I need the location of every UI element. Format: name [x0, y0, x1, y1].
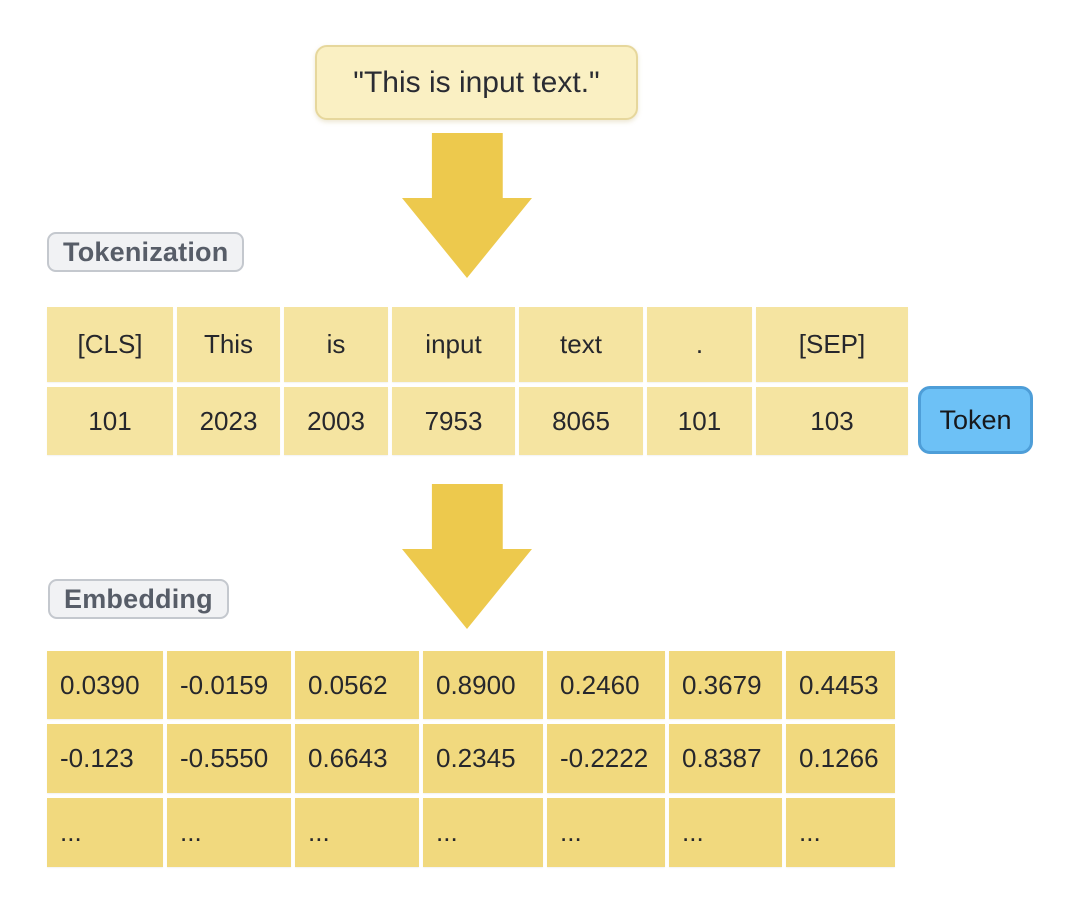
embedding-cell: 0.8900	[423, 651, 543, 719]
token-id-cell: 101	[647, 387, 752, 455]
embedding-cell: 0.1266	[786, 724, 895, 793]
embedding-ellipsis-cell: ...	[423, 798, 543, 867]
token-text-cell: is	[284, 307, 388, 382]
embedding-ellipsis-cell: ...	[547, 798, 665, 867]
down-arrow-icon	[402, 133, 532, 278]
embedding-cell: -0.123	[47, 724, 163, 793]
token-id-cell: 103	[756, 387, 908, 455]
embedding-table: 0.0390 -0.0159 0.0562 0.8900 0.2460 0.36…	[47, 651, 895, 867]
embedding-ellipsis-cell: ...	[295, 798, 419, 867]
embedding-ellipsis-cell: ...	[669, 798, 782, 867]
token-text-cell: input	[392, 307, 515, 382]
embedding-cell: 0.6643	[295, 724, 419, 793]
tokenization-label-text: Tokenization	[63, 236, 229, 267]
token-id-cell: 2023	[177, 387, 280, 455]
token-text-cell: This	[177, 307, 280, 382]
input-text-box: "This is input text."	[315, 45, 638, 120]
tokenization-table: [CLS] This is input text . [SEP] 101 202…	[47, 307, 908, 455]
token-badge-label: Token	[939, 404, 1012, 435]
embedding-cell: 0.3679	[669, 651, 782, 719]
embedding-cell: -0.2222	[547, 724, 665, 793]
tokenization-label: Tokenization	[47, 232, 245, 272]
embedding-label-text: Embedding	[64, 583, 213, 614]
token-text-cell: text	[519, 307, 643, 382]
embedding-cell: -0.5550	[167, 724, 291, 793]
embedding-ellipsis-cell: ...	[167, 798, 291, 867]
input-text: "This is input text."	[353, 65, 600, 99]
embedding-cell: 0.4453	[786, 651, 895, 719]
embedding-ellipsis-cell: ...	[786, 798, 895, 867]
token-text-cell: [CLS]	[47, 307, 173, 382]
token-id-cell: 7953	[392, 387, 515, 455]
token-id-cell: 2003	[284, 387, 388, 455]
embedding-ellipsis-cell: ...	[47, 798, 163, 867]
embedding-label: Embedding	[48, 579, 229, 619]
token-text-cell: .	[647, 307, 752, 382]
down-arrow-icon	[402, 484, 532, 629]
embedding-cell: 0.8387	[669, 724, 782, 793]
token-id-cell: 101	[47, 387, 173, 455]
embedding-cell: 0.2460	[547, 651, 665, 719]
embedding-cell: -0.0159	[167, 651, 291, 719]
token-badge[interactable]: Token	[918, 386, 1033, 454]
embedding-cell: 0.0562	[295, 651, 419, 719]
embedding-cell: 0.2345	[423, 724, 543, 793]
token-text-cell: [SEP]	[756, 307, 908, 382]
embedding-cell: 0.0390	[47, 651, 163, 719]
token-id-cell: 8065	[519, 387, 643, 455]
